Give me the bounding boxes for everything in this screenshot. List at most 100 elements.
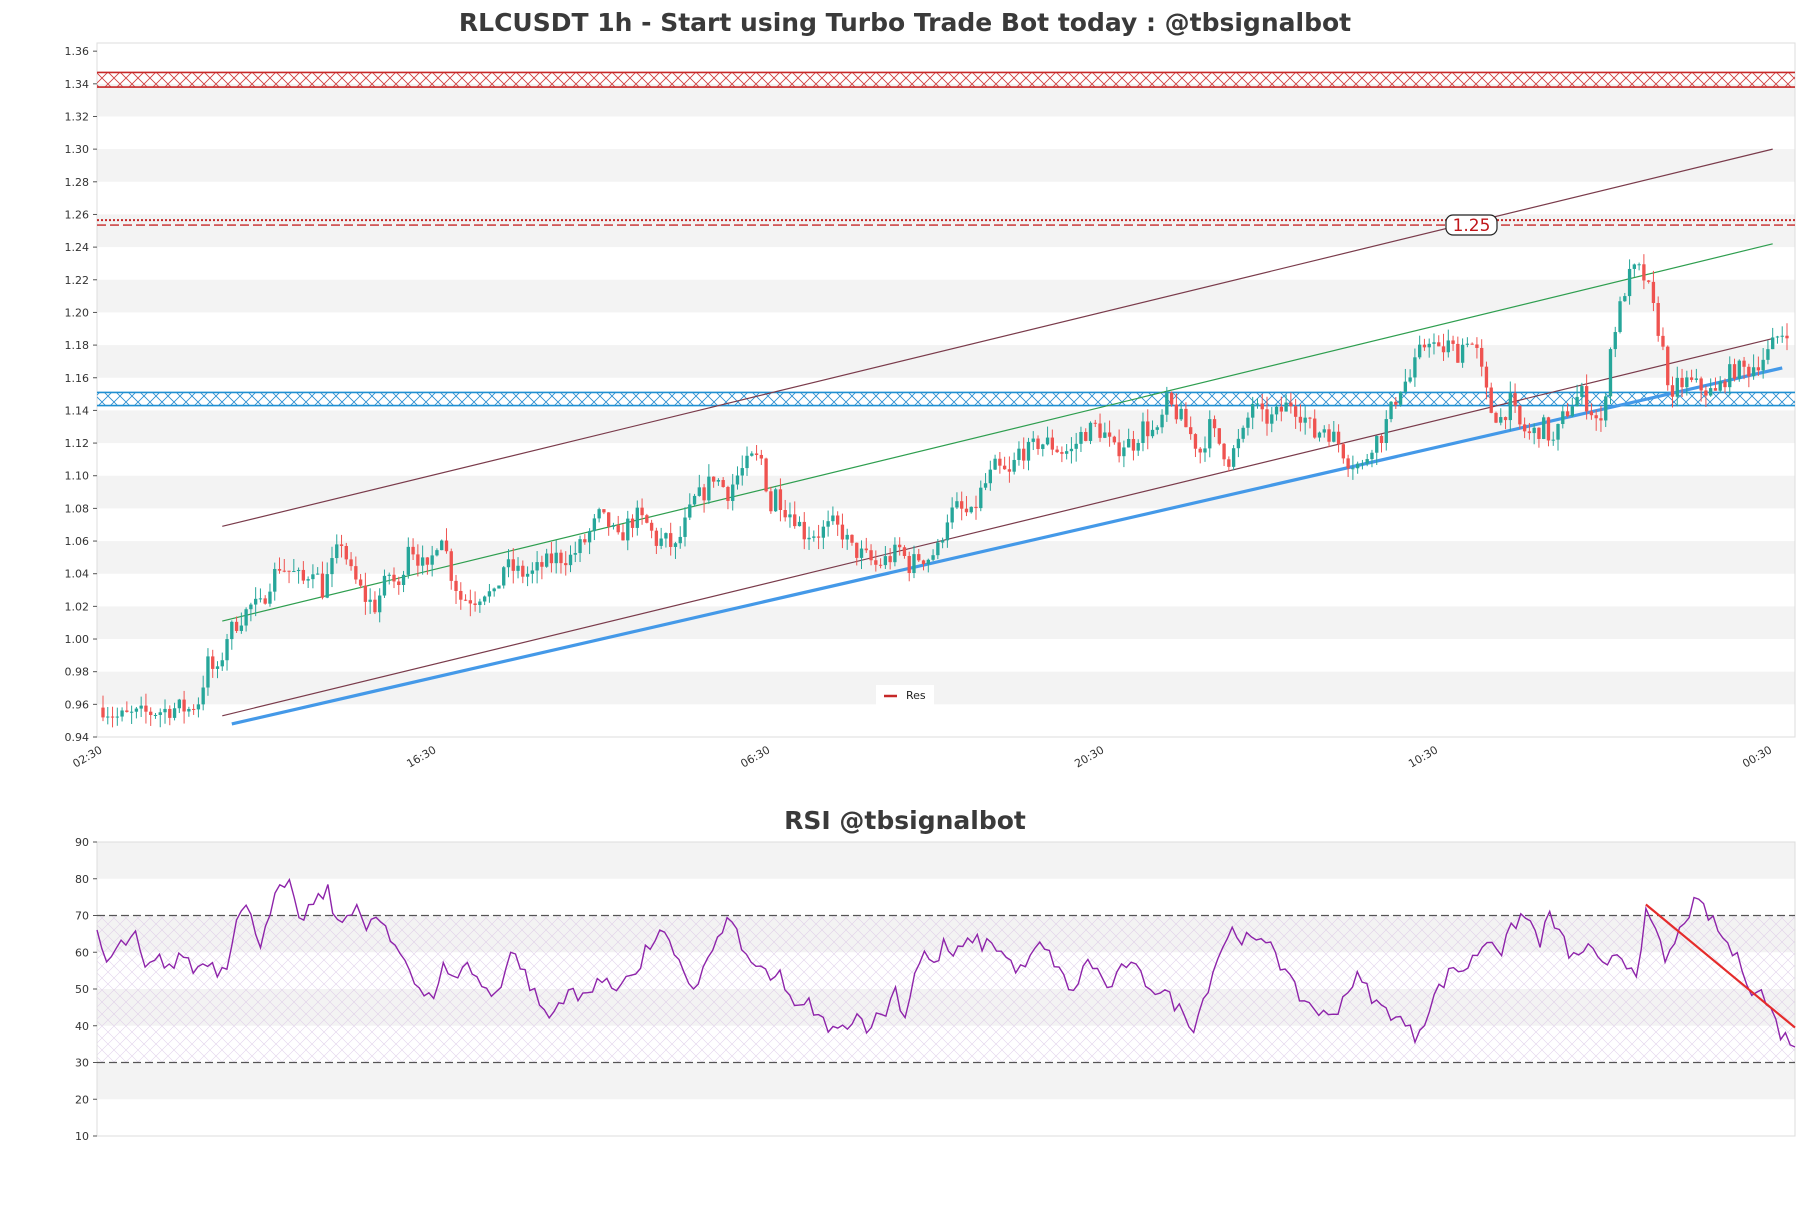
candle-body xyxy=(1136,442,1140,451)
price-y-tick-label: 1.28 xyxy=(65,176,90,189)
candle-body xyxy=(559,552,563,564)
candle-body xyxy=(153,714,158,716)
candle-body xyxy=(1160,414,1164,428)
candle-body xyxy=(1580,386,1584,397)
candle-body xyxy=(731,484,735,501)
price-y-tick-label: 1.14 xyxy=(65,404,90,417)
candle-body xyxy=(587,531,592,543)
candle-body xyxy=(1680,377,1684,388)
candle-body xyxy=(1694,378,1699,380)
candle-body xyxy=(158,712,162,715)
candle-body xyxy=(1704,390,1708,396)
candle-body xyxy=(1093,422,1097,424)
candle-body xyxy=(225,639,229,661)
candle-body xyxy=(1055,449,1059,453)
price-y-tick-label: 1.06 xyxy=(65,535,90,548)
candle-body xyxy=(1637,264,1641,266)
candle-body xyxy=(487,591,492,597)
candle-body xyxy=(521,565,525,577)
candle-body xyxy=(702,487,706,501)
price-x-tick-label: 20:30 xyxy=(1072,743,1106,770)
candle-body xyxy=(1131,438,1136,451)
price-y-tick-label: 0.94 xyxy=(65,731,90,744)
candle-body xyxy=(463,599,468,601)
candle-body xyxy=(1475,344,1479,348)
candle-body xyxy=(812,536,816,538)
candle-body xyxy=(1417,344,1422,358)
candle-body xyxy=(406,546,410,575)
candle-body xyxy=(1651,281,1656,304)
price-y-tick-label: 1.26 xyxy=(65,208,90,221)
candle-body xyxy=(263,598,267,604)
rsi-trendline xyxy=(1645,903,1796,1029)
candle-body xyxy=(1589,411,1594,416)
candle-body xyxy=(721,480,725,487)
candle-body xyxy=(807,537,811,540)
candle-body xyxy=(1146,421,1150,437)
candle-body xyxy=(1561,411,1565,424)
candle-body xyxy=(1384,419,1388,444)
candle-body xyxy=(969,506,973,513)
price-y-tick-label: 1.10 xyxy=(65,470,90,483)
price-y-axis: 0.94 0.96 0.98 1.00 1.02 1.04 1.06 1.08 1.10 1.12… xyxy=(65,45,97,744)
candle-body xyxy=(1112,436,1117,443)
candle-body xyxy=(1751,367,1756,377)
candle-body xyxy=(960,501,964,509)
candle-body xyxy=(1355,463,1360,469)
candle-body xyxy=(549,553,554,564)
candle-body xyxy=(802,521,806,540)
candle-body xyxy=(311,574,315,580)
candle-body xyxy=(544,553,549,567)
candle-body xyxy=(387,574,391,576)
candle-body xyxy=(1179,408,1183,420)
candle-body xyxy=(1265,409,1269,424)
candle-body xyxy=(182,699,186,712)
candle-body xyxy=(320,573,325,598)
candle-body xyxy=(506,559,511,568)
candle-body xyxy=(1012,459,1016,472)
candle-body xyxy=(416,554,420,566)
candle-body xyxy=(783,509,787,518)
candle-body xyxy=(473,603,477,606)
candle-body xyxy=(797,521,802,527)
candle-body xyxy=(177,699,181,709)
candle-body xyxy=(1685,377,1689,388)
candle-body xyxy=(196,704,201,710)
candle-body xyxy=(1570,406,1574,417)
candle-body xyxy=(773,489,778,512)
price-band-top xyxy=(97,43,1795,52)
candle-body xyxy=(1594,415,1598,419)
candle-body xyxy=(430,555,434,565)
price-y-tick-label: 1.08 xyxy=(65,502,90,515)
rsi-lines xyxy=(96,877,1796,1064)
candle-body xyxy=(1231,448,1236,467)
candle-body xyxy=(1771,337,1775,350)
candle-body xyxy=(1632,264,1637,269)
candle-body xyxy=(1742,360,1746,367)
candle-body xyxy=(1379,435,1384,444)
candle-body xyxy=(497,585,501,589)
candle-body xyxy=(1141,421,1145,443)
candle-body xyxy=(1189,427,1193,435)
candle-body xyxy=(907,555,911,574)
candle-body xyxy=(1026,441,1031,461)
candle-body xyxy=(1713,388,1718,391)
candle-body xyxy=(1088,422,1093,441)
candle-body xyxy=(640,507,644,516)
candle-body xyxy=(573,553,577,555)
candle-body xyxy=(220,660,224,667)
candle-body xyxy=(898,544,902,548)
candle-body xyxy=(1618,301,1622,333)
rsi-y-tick-label: 70 xyxy=(75,910,89,923)
price-band xyxy=(97,606,1795,640)
rsi-line xyxy=(96,877,1796,1048)
candle-body xyxy=(134,708,139,712)
price-x-tick-label: 10:30 xyxy=(1406,743,1440,770)
candle-body xyxy=(1193,434,1198,449)
candle-body xyxy=(1623,296,1627,302)
candle-body xyxy=(998,458,1002,466)
candle-body xyxy=(1198,448,1202,453)
candle-body xyxy=(816,536,821,538)
resistance-zone-1 xyxy=(97,72,1795,88)
candle-body xyxy=(1246,417,1250,428)
